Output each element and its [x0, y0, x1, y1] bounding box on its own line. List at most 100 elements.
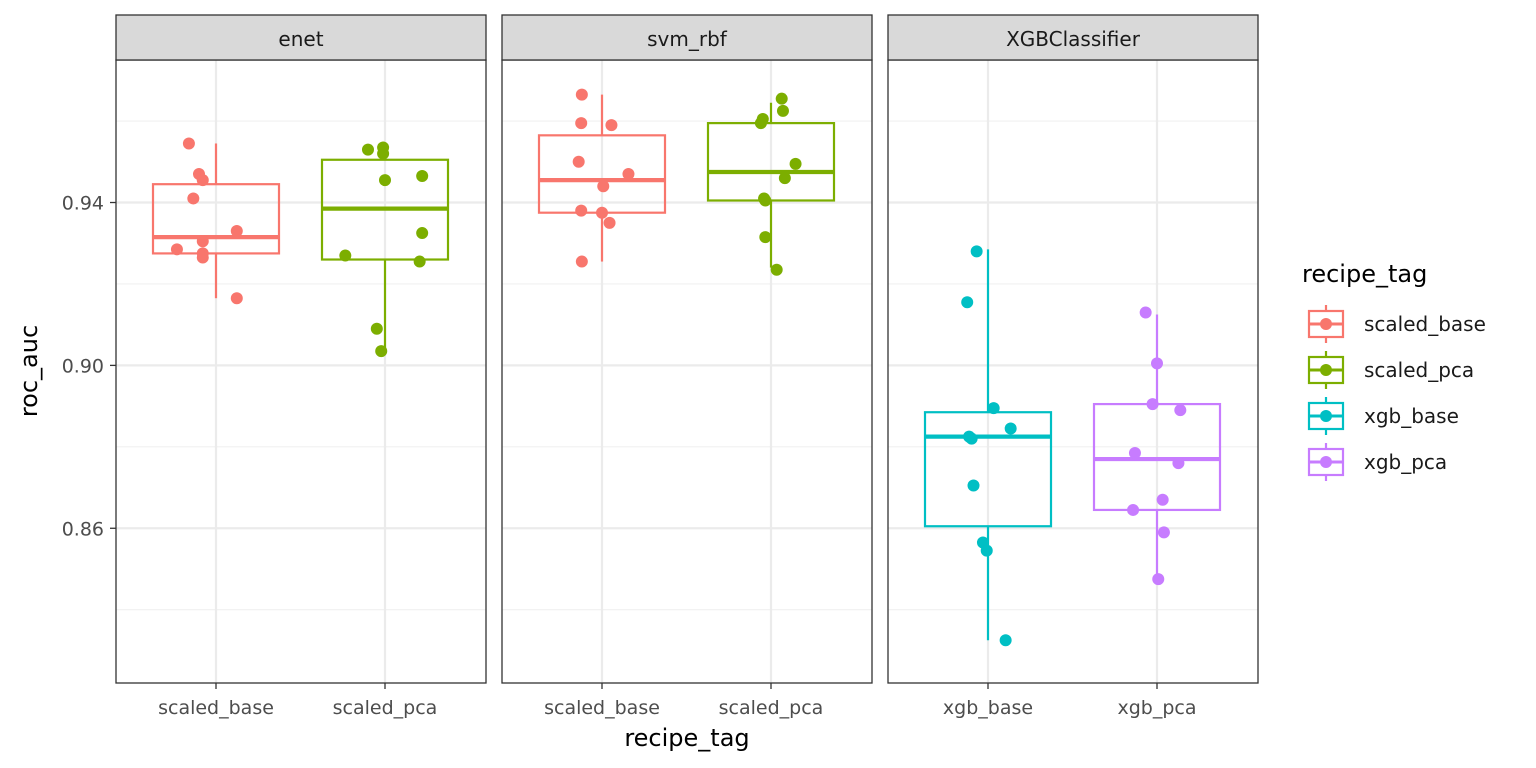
facet-panel-svm_rbf: svm_rbf scaled_base scaled_pca: [501, 14, 873, 719]
data-point: [1128, 446, 1141, 459]
facet-panel-xgbclassifier: XGBClassifier xgb_base xgb_pca: [887, 14, 1259, 719]
y-axis: 0.86 0.90 0.94: [62, 193, 116, 540]
data-point: [187, 192, 200, 205]
y-tick-label: 0.90: [62, 355, 104, 377]
data-point: [775, 92, 788, 105]
legend-key-scaled_base: scaled_base: [1307, 305, 1486, 343]
data-point: [1127, 503, 1140, 516]
legend-label: scaled_pca: [1364, 358, 1474, 382]
x-tick-label: xgb_pca: [1117, 697, 1196, 719]
legend-label: xgb_pca: [1364, 450, 1447, 474]
facet-strip-label: enet: [278, 27, 323, 51]
box-xgb_base: [923, 245, 1053, 647]
legend-key-xgb_base: xgb_base: [1307, 397, 1459, 435]
legend-keys: scaled_base scaled_pca xgb_base xgb_pca: [1307, 305, 1486, 481]
data-point: [575, 88, 588, 101]
facet-strip: [115, 14, 487, 61]
iqr-box: [537, 134, 667, 214]
box-xgb_pca: [1092, 306, 1222, 586]
data-point: [778, 172, 791, 185]
iqr-box: [706, 122, 836, 202]
data-point: [1004, 422, 1017, 435]
data-point: [961, 296, 974, 309]
data-point: [1146, 398, 1159, 411]
panel-background: [502, 60, 872, 683]
data-point: [789, 157, 802, 170]
data-point: [230, 225, 243, 238]
x-tick-label: scaled_pca: [333, 697, 438, 719]
data-point: [999, 634, 1012, 647]
legend-label: xgb_base: [1364, 404, 1459, 428]
box-scaled_base: [151, 137, 281, 305]
data-point: [370, 322, 383, 335]
data-point: [196, 174, 209, 187]
iqr-box: [923, 411, 1053, 528]
data-point: [575, 204, 588, 217]
x-axis-title: recipe_tag: [624, 724, 749, 752]
facet-strip: [501, 14, 873, 61]
legend-title: recipe_tag: [1302, 260, 1427, 288]
panel-background: [888, 60, 1258, 683]
legend-key-xgb_pca: xgb_pca: [1307, 443, 1447, 481]
x-tick-label: scaled_base: [544, 697, 660, 719]
data-point: [339, 249, 352, 262]
data-point: [379, 174, 391, 187]
data-point: [622, 168, 635, 181]
data-point: [416, 227, 429, 240]
data-point: [182, 137, 195, 150]
x-tick-label: xgb_base: [943, 697, 1033, 719]
data-point: [170, 243, 183, 256]
data-point: [575, 117, 588, 130]
data-point: [980, 544, 993, 557]
data-point: [413, 255, 426, 268]
data-point: [361, 143, 374, 156]
legend-point: [1320, 364, 1332, 376]
data-point: [1152, 573, 1165, 586]
data-point: [1151, 357, 1163, 370]
facet-panels: enet scaled_base scaled_pca svm_rbf scaled_b…: [115, 14, 1259, 719]
data-point: [967, 479, 980, 492]
data-point: [965, 432, 978, 445]
data-point: [1174, 404, 1187, 417]
data-point: [375, 345, 388, 358]
panel-background: [116, 60, 486, 683]
facet-strip-label: XGBClassifier: [1006, 27, 1141, 51]
legend-point: [1320, 456, 1332, 468]
legend-point: [1320, 318, 1332, 330]
data-point: [759, 194, 772, 207]
x-tick-label: scaled_base: [158, 697, 274, 719]
data-point: [377, 147, 390, 160]
legend-key-scaled_pca: scaled_pca: [1307, 351, 1474, 389]
box-scaled_pca: [706, 92, 836, 276]
data-point: [1157, 526, 1170, 539]
legend-point: [1320, 410, 1332, 422]
data-point: [597, 180, 610, 193]
data-point: [416, 170, 429, 183]
facet-strip-label: svm_rbf: [647, 27, 728, 51]
data-point: [1172, 457, 1185, 470]
data-point: [770, 263, 783, 276]
data-point: [196, 235, 209, 248]
data-point: [603, 216, 616, 229]
y-tick-label: 0.94: [62, 193, 104, 215]
data-point: [754, 117, 767, 130]
box-scaled_pca: [320, 141, 450, 358]
data-point: [1139, 306, 1152, 319]
y-tick-label: 0.86: [62, 518, 104, 540]
data-point: [776, 104, 789, 117]
data-point: [596, 206, 608, 219]
data-point: [1156, 493, 1169, 506]
data-point: [970, 245, 983, 258]
facet-panel-enet: enet scaled_base scaled_pca: [115, 14, 487, 719]
x-tick-label: scaled_pca: [719, 697, 824, 719]
facet-strip: [887, 14, 1259, 61]
data-point: [196, 251, 209, 264]
data-point: [572, 155, 585, 168]
data-point: [605, 119, 618, 132]
y-axis-title: roc_auc: [15, 325, 43, 417]
data-point: [230, 292, 243, 305]
data-point: [987, 402, 1000, 415]
legend-label: scaled_base: [1364, 312, 1486, 336]
box-scaled_base: [537, 88, 667, 268]
